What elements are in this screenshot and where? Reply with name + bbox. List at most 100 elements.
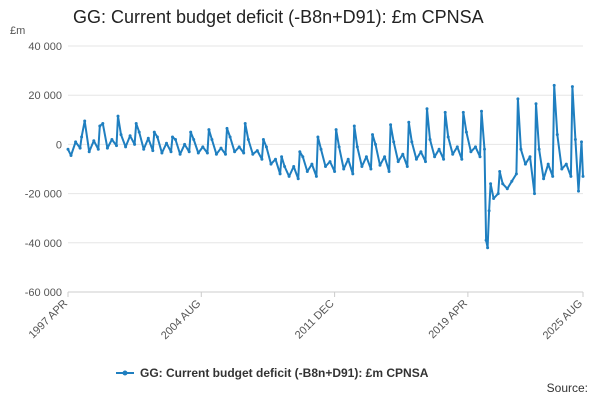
data-point[interactable] bbox=[316, 135, 320, 139]
data-point[interactable] bbox=[237, 145, 241, 149]
data-point[interactable] bbox=[577, 189, 580, 193]
data-point[interactable] bbox=[334, 128, 338, 132]
data-point[interactable] bbox=[528, 155, 532, 159]
data-point[interactable] bbox=[534, 102, 538, 106]
data-point[interactable] bbox=[342, 167, 346, 171]
data-point[interactable] bbox=[269, 162, 273, 166]
data-point[interactable] bbox=[352, 124, 356, 128]
data-point[interactable] bbox=[455, 145, 459, 149]
data-point[interactable] bbox=[501, 182, 505, 186]
data-point[interactable] bbox=[498, 170, 502, 173]
data-point[interactable] bbox=[483, 147, 486, 151]
data-point[interactable] bbox=[510, 179, 514, 183]
data-point[interactable] bbox=[105, 146, 109, 150]
data-point[interactable] bbox=[261, 138, 265, 141]
data-point[interactable] bbox=[428, 138, 432, 141]
data-point[interactable] bbox=[505, 187, 509, 191]
data-point[interactable] bbox=[101, 122, 105, 125]
data-point[interactable] bbox=[564, 162, 568, 166]
data-point[interactable] bbox=[324, 165, 327, 168]
data-point[interactable] bbox=[446, 135, 450, 139]
data-point[interactable] bbox=[419, 150, 423, 154]
data-point[interactable] bbox=[401, 152, 405, 156]
data-point[interactable] bbox=[581, 174, 585, 178]
data-point[interactable] bbox=[278, 172, 282, 176]
data-point[interactable] bbox=[134, 122, 138, 125]
data-point[interactable] bbox=[519, 147, 523, 151]
data-point[interactable] bbox=[489, 182, 493, 186]
data-point[interactable] bbox=[378, 163, 382, 167]
data-point[interactable] bbox=[152, 130, 156, 134]
data-point[interactable] bbox=[469, 150, 473, 154]
data-point[interactable] bbox=[151, 149, 155, 153]
data-point[interactable] bbox=[537, 147, 541, 151]
data-point[interactable] bbox=[314, 174, 318, 178]
data-point[interactable] bbox=[486, 246, 490, 250]
data-point[interactable] bbox=[292, 165, 296, 168]
data-point[interactable] bbox=[243, 122, 247, 125]
data-point[interactable] bbox=[264, 145, 268, 149]
data-point[interactable] bbox=[364, 155, 368, 159]
data-point[interactable] bbox=[187, 150, 191, 154]
data-point[interactable] bbox=[474, 145, 477, 149]
data-point[interactable] bbox=[533, 192, 536, 196]
data-point[interactable] bbox=[255, 149, 259, 153]
data-point[interactable] bbox=[552, 83, 556, 87]
data-point[interactable] bbox=[92, 139, 96, 143]
data-point[interactable] bbox=[189, 130, 193, 134]
data-point[interactable] bbox=[337, 145, 341, 149]
data-point[interactable] bbox=[274, 157, 277, 161]
data-point[interactable] bbox=[310, 162, 314, 166]
data-point[interactable] bbox=[443, 110, 447, 114]
data-point[interactable] bbox=[551, 174, 555, 178]
data-point[interactable] bbox=[355, 145, 359, 149]
data-point[interactable] bbox=[319, 147, 323, 151]
data-point[interactable] bbox=[296, 177, 300, 181]
data-point[interactable] bbox=[251, 152, 255, 156]
data-point[interactable] bbox=[128, 134, 132, 138]
data-point[interactable] bbox=[414, 157, 418, 161]
data-point[interactable] bbox=[160, 151, 164, 155]
data-point[interactable] bbox=[478, 155, 482, 159]
data-point[interactable] bbox=[69, 154, 73, 157]
data-point[interactable] bbox=[351, 172, 355, 176]
data-point[interactable] bbox=[280, 155, 284, 159]
data-point[interactable] bbox=[346, 157, 350, 161]
data-point[interactable] bbox=[192, 138, 196, 141]
data-point[interactable] bbox=[178, 152, 182, 156]
data-point[interactable] bbox=[410, 140, 414, 144]
data-point[interactable] bbox=[407, 120, 411, 124]
data-point[interactable] bbox=[98, 124, 102, 128]
legend[interactable]: GG: Current budget deficit (-B8n+D91): £… bbox=[116, 366, 429, 380]
data-point[interactable] bbox=[155, 135, 159, 139]
data-point[interactable] bbox=[110, 138, 114, 141]
data-point[interactable] bbox=[83, 119, 87, 123]
data-point[interactable] bbox=[573, 138, 577, 141]
data-point[interactable] bbox=[305, 170, 309, 173]
data-point[interactable] bbox=[374, 142, 377, 146]
data-point[interactable] bbox=[233, 150, 237, 154]
data-point[interactable] bbox=[80, 135, 84, 139]
data-point[interactable] bbox=[205, 151, 209, 155]
data-point[interactable] bbox=[124, 145, 128, 149]
source-label[interactable]: Source: bbox=[546, 381, 588, 395]
data-point[interactable] bbox=[460, 157, 464, 161]
data-point[interactable] bbox=[392, 140, 396, 144]
data-point[interactable] bbox=[425, 107, 429, 111]
data-point[interactable] bbox=[424, 160, 427, 164]
data-point[interactable] bbox=[87, 150, 91, 154]
data-point[interactable] bbox=[214, 152, 218, 156]
data-point[interactable] bbox=[183, 142, 187, 146]
data-point[interactable] bbox=[207, 128, 211, 132]
data-point[interactable] bbox=[137, 130, 141, 134]
data-point[interactable] bbox=[174, 138, 177, 141]
data-point[interactable] bbox=[228, 135, 232, 139]
data-point[interactable] bbox=[78, 146, 82, 150]
data-point[interactable] bbox=[171, 135, 174, 139]
data-point[interactable] bbox=[523, 162, 527, 166]
data-point[interactable] bbox=[480, 109, 483, 113]
data-point[interactable] bbox=[555, 133, 559, 137]
data-point[interactable] bbox=[142, 147, 146, 151]
data-point[interactable] bbox=[283, 165, 287, 168]
data-point[interactable] bbox=[146, 136, 150, 140]
